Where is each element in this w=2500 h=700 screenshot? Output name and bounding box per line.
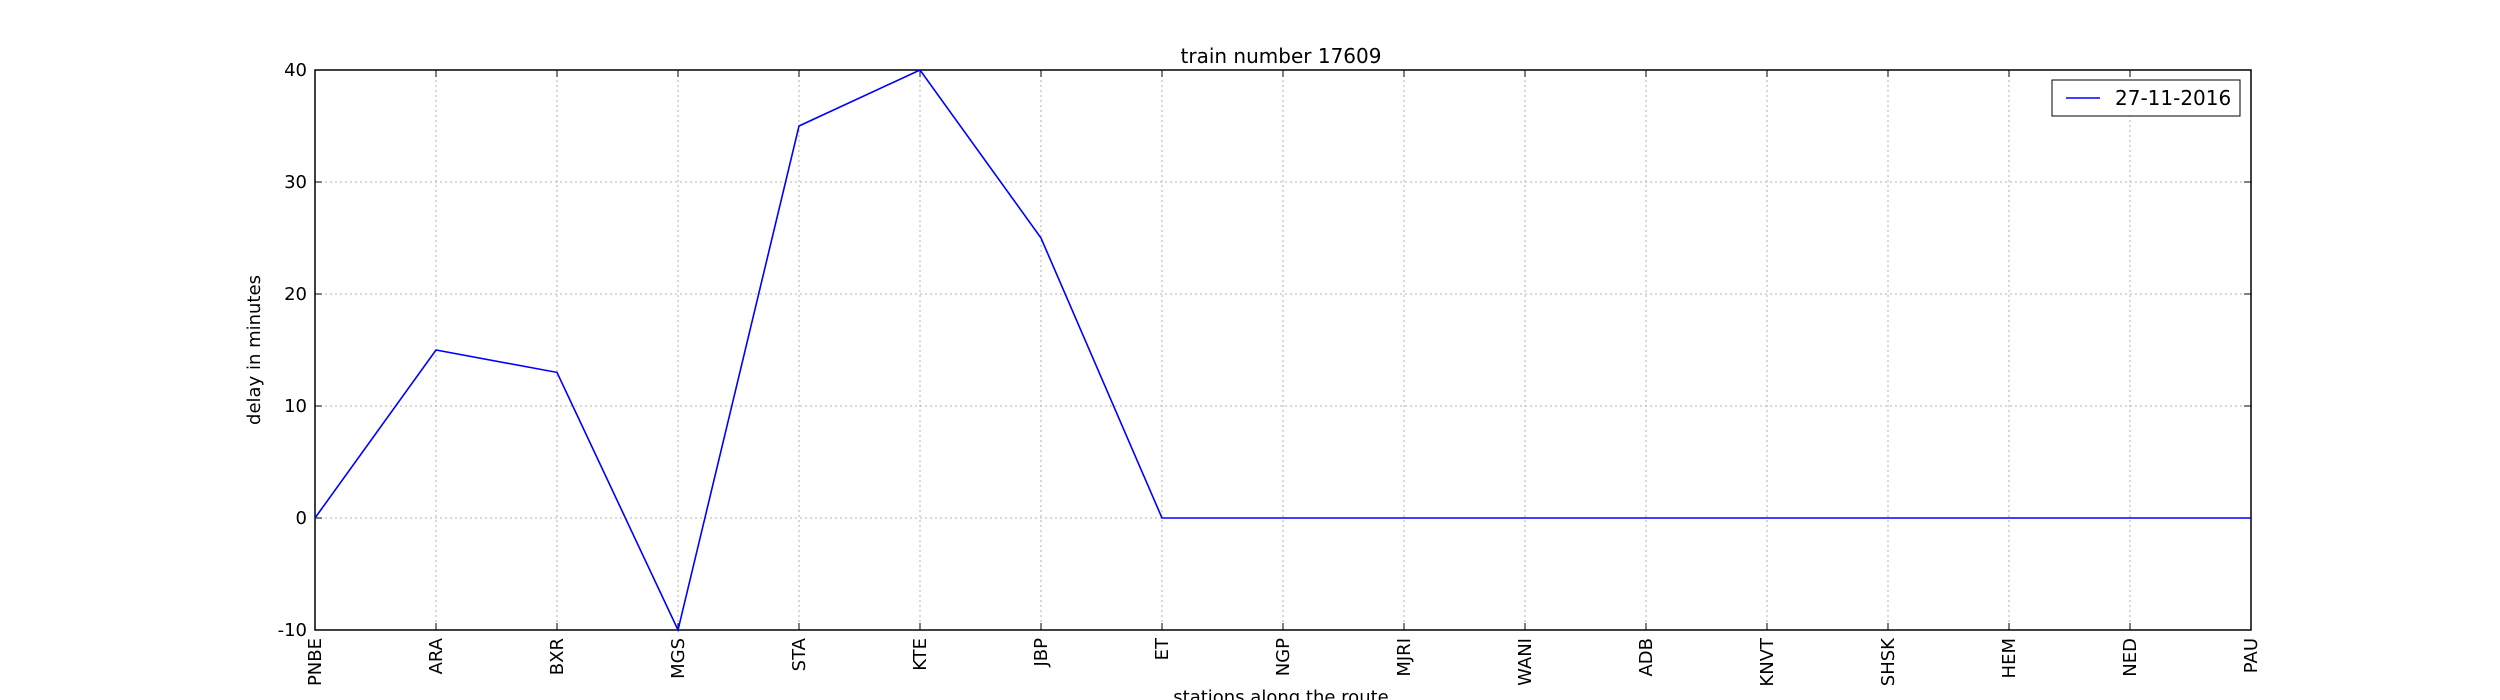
y-tick-label: 20 — [284, 284, 307, 305]
x-axis-label: stations along the route — [1173, 687, 1388, 700]
x-tick-label: KTE — [910, 638, 931, 671]
x-tick-label: ET — [1152, 637, 1173, 660]
x-tick-label: PAU — [2241, 638, 2262, 673]
y-tick-label: 10 — [284, 396, 307, 417]
x-tick-label: NED — [2120, 638, 2141, 677]
x-tick-label: NGP — [1273, 638, 1294, 676]
x-tick-label: ADB — [1636, 638, 1657, 677]
x-tick-label: ARA — [426, 637, 447, 674]
y-axis: -10 0 10 20 30 40 — [278, 60, 2251, 641]
x-tick-label: HEM — [1999, 638, 2020, 678]
x-tick-label: SHSK — [1878, 637, 1899, 686]
chart-title: train number 17609 — [1181, 44, 1382, 68]
legend: 27-11-2016 — [2051, 79, 2241, 117]
y-tick-label: -10 — [278, 620, 307, 641]
series-line-27-11-2016 — [314, 68, 2251, 633]
y-tick-label: 0 — [296, 508, 307, 529]
x-tick-label: BXR — [547, 638, 568, 675]
x-tick-label: MGS — [668, 638, 689, 679]
x-tick-label: STA — [789, 637, 810, 671]
grid-lines — [314, 69, 2252, 631]
y-tick-label: 40 — [284, 60, 307, 81]
x-tick-label: MJRI — [1394, 638, 1415, 677]
x-tick-label: JBP — [1031, 638, 1052, 668]
x-tick-label: PNBE — [305, 638, 326, 686]
legend-label: 27-11-2016 — [2115, 86, 2231, 110]
x-tick-label: WANI — [1515, 638, 1536, 686]
y-axis-label: delay in minutes — [244, 275, 265, 425]
x-tick-label: KNVT — [1757, 637, 1778, 687]
y-tick-label: 30 — [284, 172, 307, 193]
x-axis: PNBE ARA BXR MGS STA KTE JBP ET NGP MJRI WANI ADB KN… — [305, 70, 2262, 687]
